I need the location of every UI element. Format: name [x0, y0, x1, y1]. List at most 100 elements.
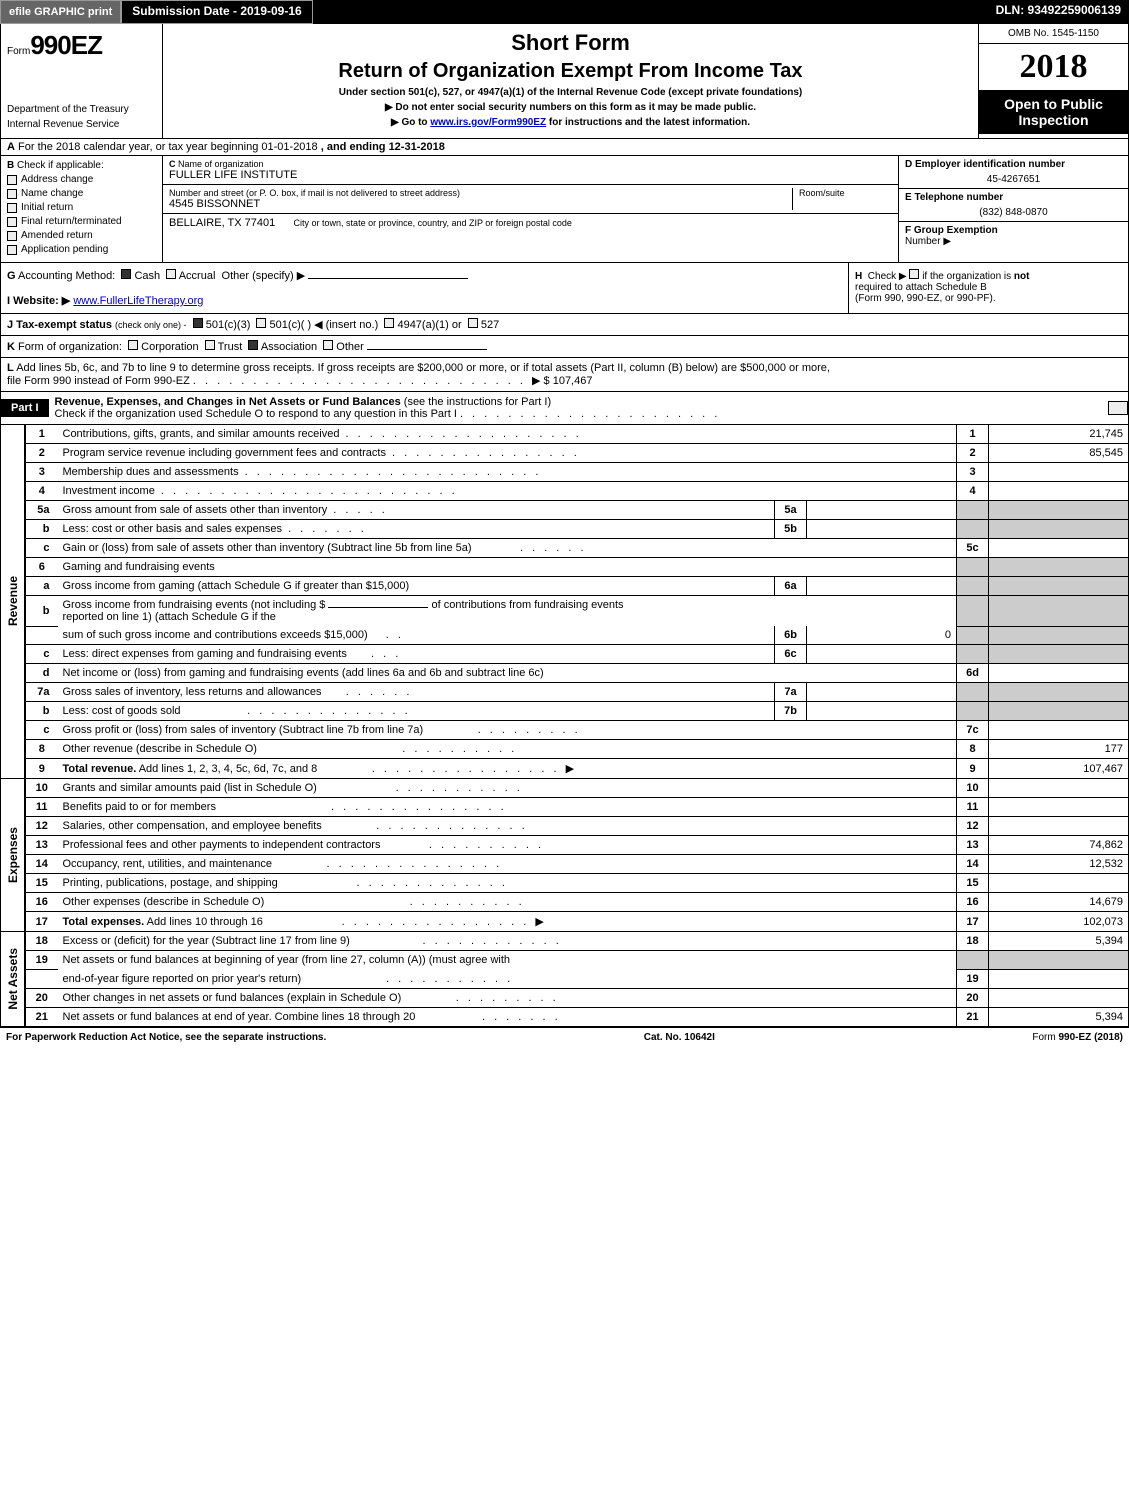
label-k: K	[7, 341, 15, 353]
line-16: 16Other expenses (describe in Schedule O…	[26, 893, 1129, 912]
dept-treasury: Department of the Treasury	[7, 104, 156, 115]
accounting-label: Accounting Method:	[18, 270, 115, 282]
city-label: City or town, state or province, country…	[294, 218, 572, 228]
line-6d: dNet income or (loss) from gaming and fu…	[26, 664, 1129, 683]
goto-note: ▶ Go to www.irs.gov/Form990EZ for instru…	[169, 117, 972, 128]
check-corp[interactable]	[128, 340, 138, 350]
line-17: 17Total expenses. Add lines 10 through 1…	[26, 912, 1129, 932]
irs-link[interactable]: www.irs.gov/Form990EZ	[430, 117, 546, 128]
room-suite-label: Room/suite	[792, 188, 892, 210]
check-4947[interactable]	[384, 318, 394, 328]
check-if-label: Check if applicable:	[17, 160, 104, 171]
section-g: G Accounting Method: Cash Accrual Other …	[1, 263, 848, 313]
open-public-1: Open to Public	[985, 96, 1122, 112]
check-assoc[interactable]	[248, 340, 258, 350]
h-if-3: (Form 990, 990-EZ, or 990-PF).	[855, 293, 996, 304]
check-sched-b[interactable]	[909, 269, 919, 279]
net-assets-vert-label: Net Assets	[1, 932, 25, 1027]
omb-number: OMB No. 1545-1150	[979, 24, 1128, 44]
group-label: F Group Exemption	[905, 225, 1122, 236]
accrual-label: Accrual	[179, 270, 216, 282]
section-j: J Tax-exempt status (check only one) - 5…	[0, 314, 1129, 336]
k-other: Other	[336, 341, 364, 353]
line-9: 9Total revenue. Add lines 1, 2, 3, 4, 5c…	[26, 759, 1129, 779]
submission-date: Submission Date - 2019-09-16	[121, 0, 312, 24]
check-pending[interactable]	[7, 245, 17, 255]
line-13: 13Professional fees and other payments t…	[26, 836, 1129, 855]
check-address[interactable]	[7, 175, 17, 185]
part1-check-text: Check if the organization used Schedule …	[55, 408, 457, 420]
section-gh: G Accounting Method: Cash Accrual Other …	[0, 263, 1129, 314]
l-text1: Add lines 5b, 6c, and 7b to line 9 to de…	[16, 362, 830, 374]
efile-print-button[interactable]: efile GRAPHIC print	[0, 0, 121, 24]
section-b-right: D Employer identification number 45-4267…	[898, 156, 1128, 262]
part1-checkbox[interactable]	[1108, 401, 1128, 415]
tax-year: 2018	[979, 44, 1128, 90]
j-opt2: 501(c)( ) ◀ (insert no.)	[270, 319, 379, 331]
line-5a: 5aGross amount from sale of assets other…	[26, 501, 1129, 520]
c-name-label: Name of organization	[178, 159, 264, 169]
form-prefix: Form	[7, 46, 30, 57]
check-501c3[interactable]	[193, 318, 203, 328]
check-trust[interactable]	[205, 340, 215, 350]
check-cash[interactable]	[121, 269, 131, 279]
line-15: 15Printing, publications, postage, and s…	[26, 874, 1129, 893]
part1-sub: (see the instructions for Part I)	[404, 396, 551, 408]
street-address: 4545 BISSONNET	[169, 198, 792, 210]
k-text: Form of organization:	[18, 341, 122, 353]
check-final-label: Final return/terminated	[21, 216, 122, 227]
ssn-note: ▶ Do not enter social security numbers o…	[169, 102, 972, 113]
section-b-grid: B Check if applicable: Address change Na…	[0, 156, 1129, 263]
revenue-section: Revenue 1Contributions, gifts, grants, a…	[0, 425, 1129, 779]
k-assoc: Association	[261, 341, 317, 353]
group-num-label: Number ▶	[905, 236, 1122, 247]
website-link[interactable]: www.FullerLifeTherapy.org	[73, 295, 203, 307]
label-j: J Tax-exempt status	[7, 319, 112, 331]
header-right: OMB No. 1545-1150 2018 Open to Public In…	[978, 24, 1128, 138]
line-4: 4Investment income . . . . . . . . . . .…	[26, 482, 1129, 501]
check-final[interactable]	[7, 217, 17, 227]
line-2: 2Program service revenue including gover…	[26, 444, 1129, 463]
footer-cat-no: Cat. No. 10642I	[644, 1032, 715, 1043]
check-accrual[interactable]	[166, 269, 176, 279]
line-7c: cGross profit or (loss) from sales of in…	[26, 721, 1129, 740]
expenses-vert-label: Expenses	[1, 779, 25, 932]
line-21: 21Net assets or fund balances at end of …	[26, 1008, 1129, 1027]
line-12: 12Salaries, other compensation, and empl…	[26, 817, 1129, 836]
section-b-mid: C Name of organization FULLER LIFE INSTI…	[163, 156, 898, 262]
check-k-other[interactable]	[323, 340, 333, 350]
h-if-1: if the organization is	[922, 271, 1011, 282]
section-k: K Form of organization: Corporation Trus…	[0, 336, 1129, 358]
line-8: 8Other revenue (describe in Schedule O) …	[26, 740, 1129, 759]
check-amended[interactable]	[7, 231, 17, 241]
line-3: 3Membership dues and assessments . . . .…	[26, 463, 1129, 482]
dln-number: DLN: 93492259006139	[988, 0, 1129, 24]
line-6c: cLess: direct expenses from gaming and f…	[26, 645, 1129, 664]
header-center: Short Form Return of Organization Exempt…	[163, 24, 978, 138]
k-trust: Trust	[218, 341, 243, 353]
line-6b-1: bGross income from fundraising events (n…	[26, 596, 1129, 627]
line-6a: aGross income from gaming (attach Schedu…	[26, 577, 1129, 596]
cash-label: Cash	[134, 270, 160, 282]
check-501c[interactable]	[256, 318, 266, 328]
section-a: A For the 2018 calendar year, or tax yea…	[0, 139, 1129, 156]
footer-form-id: Form 990-EZ (2018)	[1032, 1032, 1123, 1043]
net-assets-table: 18Excess or (deficit) for the year (Subt…	[25, 932, 1129, 1027]
check-initial[interactable]	[7, 203, 17, 213]
section-l: L Add lines 5b, 6c, and 7b to line 9 to …	[0, 358, 1129, 392]
check-name[interactable]	[7, 189, 17, 199]
form-number: 990EZ	[30, 30, 102, 60]
check-527[interactable]	[468, 318, 478, 328]
h-not: not	[1014, 271, 1030, 282]
subtitle-code: Under section 501(c), 527, or 4947(a)(1)…	[169, 87, 972, 98]
phone-value: (832) 848-0870	[905, 203, 1122, 218]
check-pending-label: Application pending	[21, 244, 108, 255]
section-a-ending: , and ending 12-31-2018	[321, 141, 445, 153]
check-name-label: Name change	[21, 188, 83, 199]
top-bar-left: efile GRAPHIC print Submission Date - 20…	[0, 0, 313, 24]
form-header: Form990EZ Department of the Treasury Int…	[0, 24, 1129, 139]
line-18: 18Excess or (deficit) for the year (Subt…	[26, 932, 1129, 951]
addr-label: Number and street (or P. O. box, if mail…	[169, 188, 792, 198]
line-7b: bLess: cost of goods sold . . . . . . . …	[26, 702, 1129, 721]
section-h: H Check ▶ if the organization is not req…	[848, 263, 1128, 313]
